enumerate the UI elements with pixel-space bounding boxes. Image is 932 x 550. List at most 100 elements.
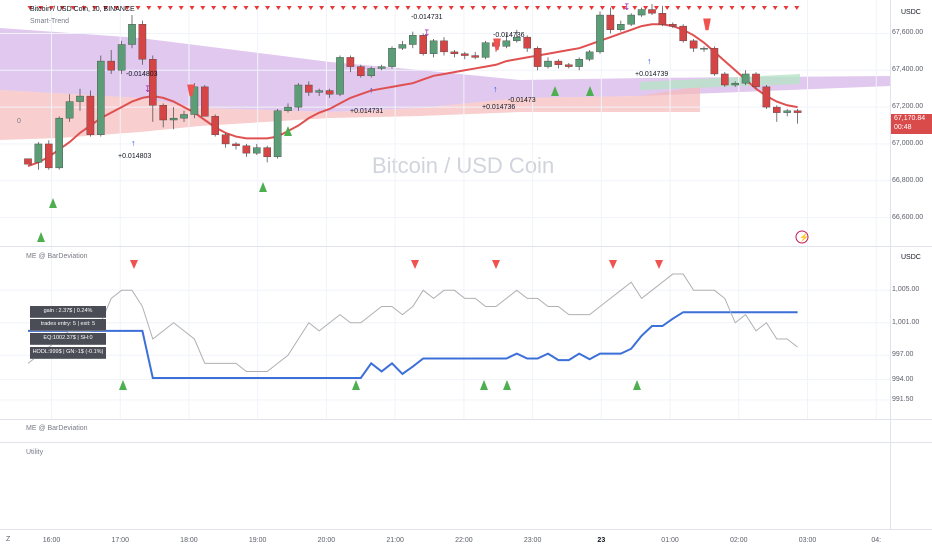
utility-title[interactable]: Utility xyxy=(26,449,44,456)
candle-body xyxy=(76,95,84,102)
diamond-marker xyxy=(535,6,541,10)
main-gridlines xyxy=(0,0,890,246)
diamond-marker xyxy=(718,6,724,10)
price-tick: 67,000.00 xyxy=(892,139,924,147)
buy-arrow-marker xyxy=(284,126,292,136)
diamond-marker xyxy=(437,6,443,10)
candle-body xyxy=(263,147,272,158)
buy-arrow-marker xyxy=(49,198,57,208)
diamond-marker xyxy=(254,6,260,10)
sell-signal-marker xyxy=(492,260,500,269)
bar-countdown: 00:48 xyxy=(894,124,912,131)
diamond-marker xyxy=(545,6,551,10)
indicator-name[interactable]: Smart-Trend xyxy=(30,18,70,25)
time-tick: 03:00 xyxy=(798,537,817,544)
candle-body xyxy=(138,24,147,60)
trade-label: -0.014736 xyxy=(493,32,525,39)
candle-body xyxy=(86,95,95,135)
main-chart-svg: Bitcoin / USD Coin ↧ ↧ ↧ ↑ ↑ ↑ ↑ +0.0148… xyxy=(0,0,890,246)
candle-body xyxy=(450,51,459,54)
stats-trades: trades entry: 5 | exit: 5 xyxy=(30,319,106,331)
pane-separator[interactable] xyxy=(0,246,932,247)
candle-body xyxy=(429,40,438,54)
diamond-marker xyxy=(49,6,55,10)
alert-icon[interactable]: ⚡ xyxy=(795,230,809,244)
candle-body xyxy=(24,158,32,165)
time-tick: 23:00 xyxy=(523,537,542,544)
candle-body xyxy=(377,66,386,69)
pane3-title[interactable]: ME @ BarDeviation xyxy=(26,425,88,432)
indicator-pane-3[interactable] xyxy=(0,420,890,442)
diamond-marker xyxy=(794,6,800,10)
candle-body xyxy=(107,60,115,71)
time-tick: 20:00 xyxy=(317,537,336,544)
chart-title[interactable]: Bitcoin / USD Coin, 10, BINANCE xyxy=(30,6,135,13)
candle-body xyxy=(741,73,750,84)
time-tick: 04: xyxy=(871,537,882,544)
diamond-marker xyxy=(448,6,454,10)
oscillator-tick: 997.00 xyxy=(892,351,914,359)
diamond-marker xyxy=(653,6,659,10)
price-tick: 66,800.00 xyxy=(892,176,924,184)
candle-body xyxy=(294,84,303,108)
candle-body xyxy=(55,117,63,169)
candle-body xyxy=(388,47,396,67)
trade-labels: +0.014803 -0.014803 -0.014731 +0.014731 … xyxy=(118,14,668,160)
time-tick: 23 xyxy=(597,537,606,544)
buy-arrow-marker xyxy=(551,86,559,96)
pane-separator[interactable] xyxy=(0,419,932,420)
candle-body xyxy=(762,86,771,108)
diamond-marker xyxy=(27,6,33,10)
indicator-pane-3-axis[interactable] xyxy=(890,420,932,442)
diamond-marker xyxy=(373,6,379,10)
buy-arrow-marker xyxy=(586,86,594,96)
candle-body xyxy=(367,68,376,77)
diamond-marker xyxy=(221,6,227,10)
diamond-marker xyxy=(599,6,605,10)
diamond-marker xyxy=(524,6,530,10)
oscillator-svg xyxy=(0,247,890,419)
diamond-marker xyxy=(556,6,562,10)
oscillator-axis[interactable] xyxy=(890,247,932,419)
diamond-marker xyxy=(178,6,184,10)
main-price-axis[interactable] xyxy=(890,0,932,246)
diamond-marker xyxy=(416,6,422,10)
candle-body xyxy=(315,90,324,93)
sell-signal-marker xyxy=(411,260,419,269)
candle-body xyxy=(585,51,594,60)
buy-signal-marker xyxy=(119,380,127,390)
diamond-marker xyxy=(200,6,206,10)
candle-body xyxy=(232,143,240,146)
diamond-marker xyxy=(783,6,789,10)
candle-body xyxy=(440,40,448,53)
oscillator-title[interactable]: ME @ BarDeviation xyxy=(26,253,88,260)
pane-separator[interactable] xyxy=(0,442,932,443)
diamond-marker xyxy=(189,6,195,10)
candle-body xyxy=(65,101,74,119)
sell-arrow-marker xyxy=(703,18,711,31)
stats-hodl: HODL:999$ | GN:-1$ (-0.1%) xyxy=(30,347,106,359)
diamond-marker xyxy=(232,6,238,10)
trade-label: +0.014803 xyxy=(118,153,151,160)
time-axis[interactable] xyxy=(0,530,890,550)
diamond-marker xyxy=(481,6,487,10)
purple-ribbon xyxy=(0,28,890,112)
diamond-marker xyxy=(675,6,681,10)
diamond-marker xyxy=(578,6,584,10)
diamond-marker xyxy=(394,6,400,10)
pink-ribbon xyxy=(0,86,700,140)
candle-body xyxy=(221,134,230,145)
utility-pane-axis[interactable] xyxy=(890,443,932,529)
sell-arrow-marker xyxy=(493,38,501,51)
diamond-marker xyxy=(632,6,638,10)
axis-currency[interactable]: USDC xyxy=(901,9,921,16)
oscillator-tick: 1,001.00 xyxy=(892,318,920,326)
candle-body xyxy=(752,73,760,88)
oscillator-currency[interactable]: USDC xyxy=(901,254,921,261)
utility-pane[interactable] xyxy=(0,443,890,529)
zoom-toggle[interactable]: Z xyxy=(6,536,11,543)
candle-body xyxy=(710,47,719,75)
candle-body xyxy=(45,143,53,169)
stats-gain: gain : 2.37$ | 0.24% xyxy=(30,306,106,318)
candle-body xyxy=(783,110,791,113)
